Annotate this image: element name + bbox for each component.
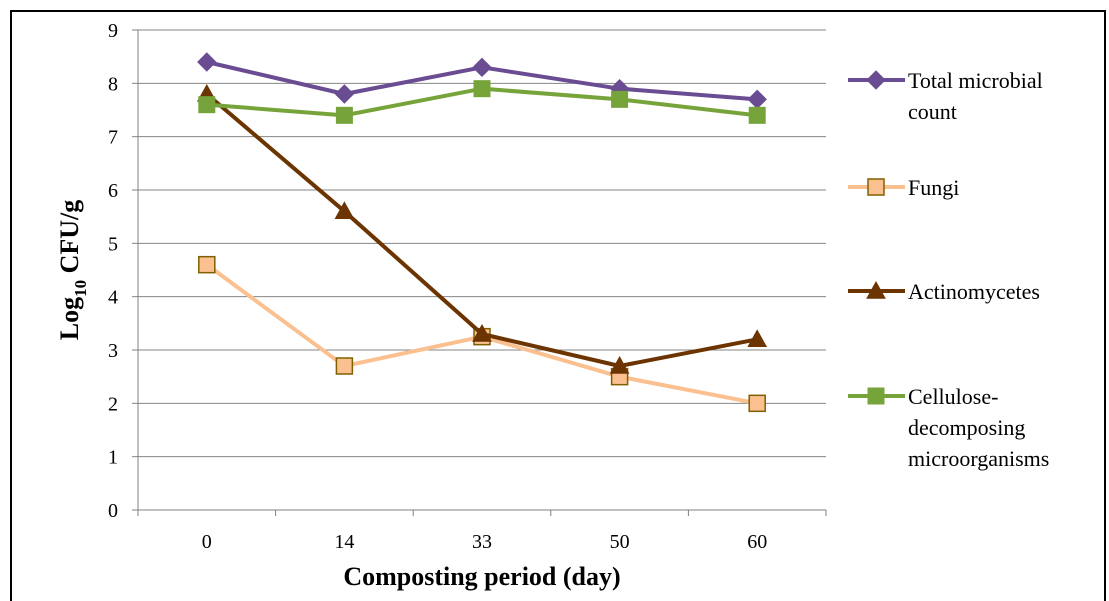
chart-frame	[10, 10, 1106, 601]
legend-label-cellulose-decomposing-microorganisms-line-2: microorganisms	[908, 446, 1049, 471]
legend-label-actinomycetes-line-0: Actinomycetes	[908, 279, 1040, 304]
y-tick-label-5: 5	[108, 233, 118, 255]
x-tick-label-0: 0	[202, 531, 212, 553]
legend-marker-cellulose-decomposing-microorganisms	[867, 387, 885, 405]
x-tick-label-60: 60	[747, 531, 767, 553]
y-tick-label-9: 9	[108, 20, 118, 42]
legend-label-fungi-line-0: Fungi	[908, 175, 959, 200]
y-tick-labels: 0 1 2 3 4 5 6 7 8 9	[108, 20, 118, 522]
axes	[137, 30, 826, 511]
y-tick-label-7: 7	[108, 127, 118, 149]
legend-label-total-microbial-count-line-0: Total microbial	[908, 68, 1043, 93]
x-tick-labels: 0 14 33 50 60	[137, 510, 827, 553]
legend-item-fungi: Fungi	[848, 175, 959, 200]
data-point-total-microbial-count-60	[747, 89, 767, 110]
data-point-fungi-0	[198, 255, 216, 274]
y-tick-label-6: 6	[108, 180, 118, 202]
legend-item-actinomycetes: Actinomycetes	[848, 279, 1040, 304]
data-point-actinomycetes-60	[747, 329, 768, 348]
x-tick-label-50: 50	[610, 531, 630, 553]
data-point-cellulose-decomposing-microorganisms-14	[335, 106, 353, 124]
series-actinomycetes	[196, 83, 768, 374]
y-axis-title: Log10 CFU/g	[55, 200, 90, 341]
y-tick-label-0: 0	[108, 500, 118, 522]
data-point-cellulose-decomposing-microorganisms-50	[611, 90, 629, 108]
data-point-actinomycetes-33	[472, 323, 492, 342]
x-tick-label-14: 14	[334, 531, 354, 553]
legend-marker-actinomycetes	[866, 280, 886, 299]
y-axis-title-rest: CFU/g	[55, 200, 84, 280]
y-tick-label-4: 4	[108, 287, 118, 309]
legend: Total microbial count Fungi Actinomycetes Ce…	[848, 68, 1049, 471]
y-tick-label-2: 2	[108, 393, 118, 415]
data-point-actinomycetes-14	[334, 201, 355, 220]
series-group	[196, 52, 768, 413]
x-axis-title: Composting period (day)	[343, 562, 620, 591]
data-point-cellulose-decomposing-microorganisms-33	[473, 80, 491, 98]
y-tick-label-1: 1	[108, 447, 118, 469]
data-point-cellulose-decomposing-microorganisms-0	[198, 96, 216, 114]
y-axis-title-subscript: 10	[71, 280, 90, 297]
legend-marker-fungi	[867, 178, 885, 196]
series-cellulose-decomposing-microorganisms	[198, 80, 766, 124]
y-axis-title-main: Log	[55, 297, 84, 340]
data-point-total-microbial-count-14	[334, 84, 355, 104]
legend-item-cellulose-decomposing-microorganisms: Cellulose-decomposing microorganisms	[848, 384, 1049, 471]
legend-label-total-microbial-count-line-1: count	[908, 99, 957, 124]
data-point-fungi-60	[748, 394, 766, 413]
legend-marker-total-microbial-count	[866, 70, 886, 90]
x-tick-label-33: 33	[472, 531, 492, 553]
data-point-fungi-14	[335, 357, 354, 375]
data-point-cellulose-decomposing-microorganisms-60	[748, 106, 766, 124]
data-point-actinomycetes-50	[609, 355, 630, 374]
data-point-total-microbial-count-33	[472, 57, 492, 78]
data-point-total-microbial-count-0	[197, 52, 217, 72]
y-tick-label-8: 8	[108, 73, 118, 95]
legend-label-cellulose-decomposing-microorganisms-line-1: decomposing	[908, 415, 1025, 440]
legend-item-total-microbial-count: Total microbial count	[848, 68, 1043, 124]
y-tick-label-3: 3	[108, 340, 118, 362]
legend-label-cellulose-decomposing-microorganisms-line-0: Cellulose-	[908, 384, 998, 409]
gridlines	[132, 29, 826, 511]
